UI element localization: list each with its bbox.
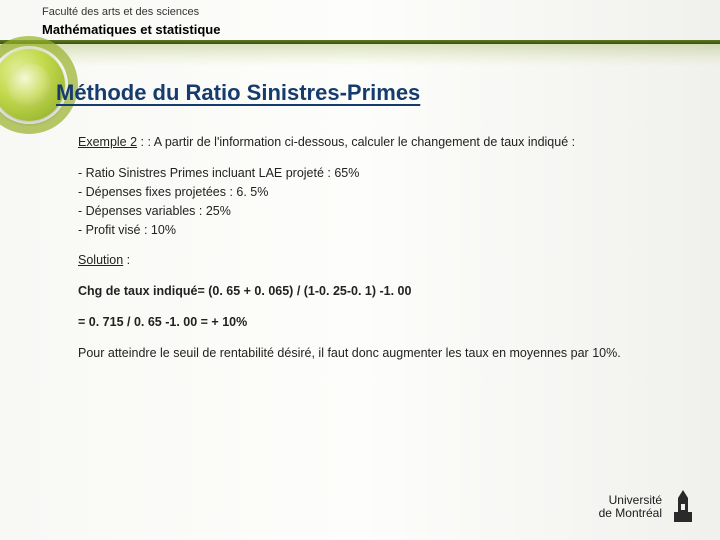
faculty-label: Faculté des arts et des sciences bbox=[42, 6, 199, 18]
bullet-2: - Dépenses fixes projetées : 6. 5% bbox=[78, 184, 664, 201]
solution-conclusion: Pour atteindre le seuil de rentabilité d… bbox=[78, 345, 664, 362]
slide-header: Faculté des arts et des sciences Mathéma… bbox=[0, 0, 720, 64]
tower-icon bbox=[668, 490, 698, 524]
department-label: Mathématiques et statistique bbox=[42, 22, 220, 37]
example-label: Exemple 2 bbox=[78, 135, 137, 149]
slide-title: Méthode du Ratio Sinistres-Primes bbox=[56, 80, 420, 106]
logo-text: Université de Montréal bbox=[599, 494, 662, 519]
slide-body: Exemple 2 : : A partir de l'information … bbox=[78, 134, 664, 376]
university-logo: Université de Montréal bbox=[599, 490, 698, 524]
example-prompt: : : A partir de l'information ci-dessous… bbox=[137, 135, 575, 149]
solution-result: = 0. 715 / 0. 65 -1. 00 = + 10% bbox=[78, 314, 664, 331]
solution-label: Solution bbox=[78, 253, 123, 267]
example-intro: Exemple 2 : : A partir de l'information … bbox=[78, 134, 664, 151]
solution-formula: Chg de taux indiqué= (0. 65 + 0. 065) / … bbox=[78, 283, 664, 300]
bullet-3: - Dépenses variables : 25% bbox=[78, 203, 664, 220]
bullet-1: - Ratio Sinistres Primes incluant LAE pr… bbox=[78, 165, 664, 182]
solution-colon: : bbox=[123, 253, 130, 267]
logo-line2: de Montréal bbox=[599, 507, 662, 520]
header-divider bbox=[0, 40, 720, 44]
bullet-4: - Profit visé : 10% bbox=[78, 222, 664, 239]
solution-heading: Solution : bbox=[78, 252, 664, 269]
